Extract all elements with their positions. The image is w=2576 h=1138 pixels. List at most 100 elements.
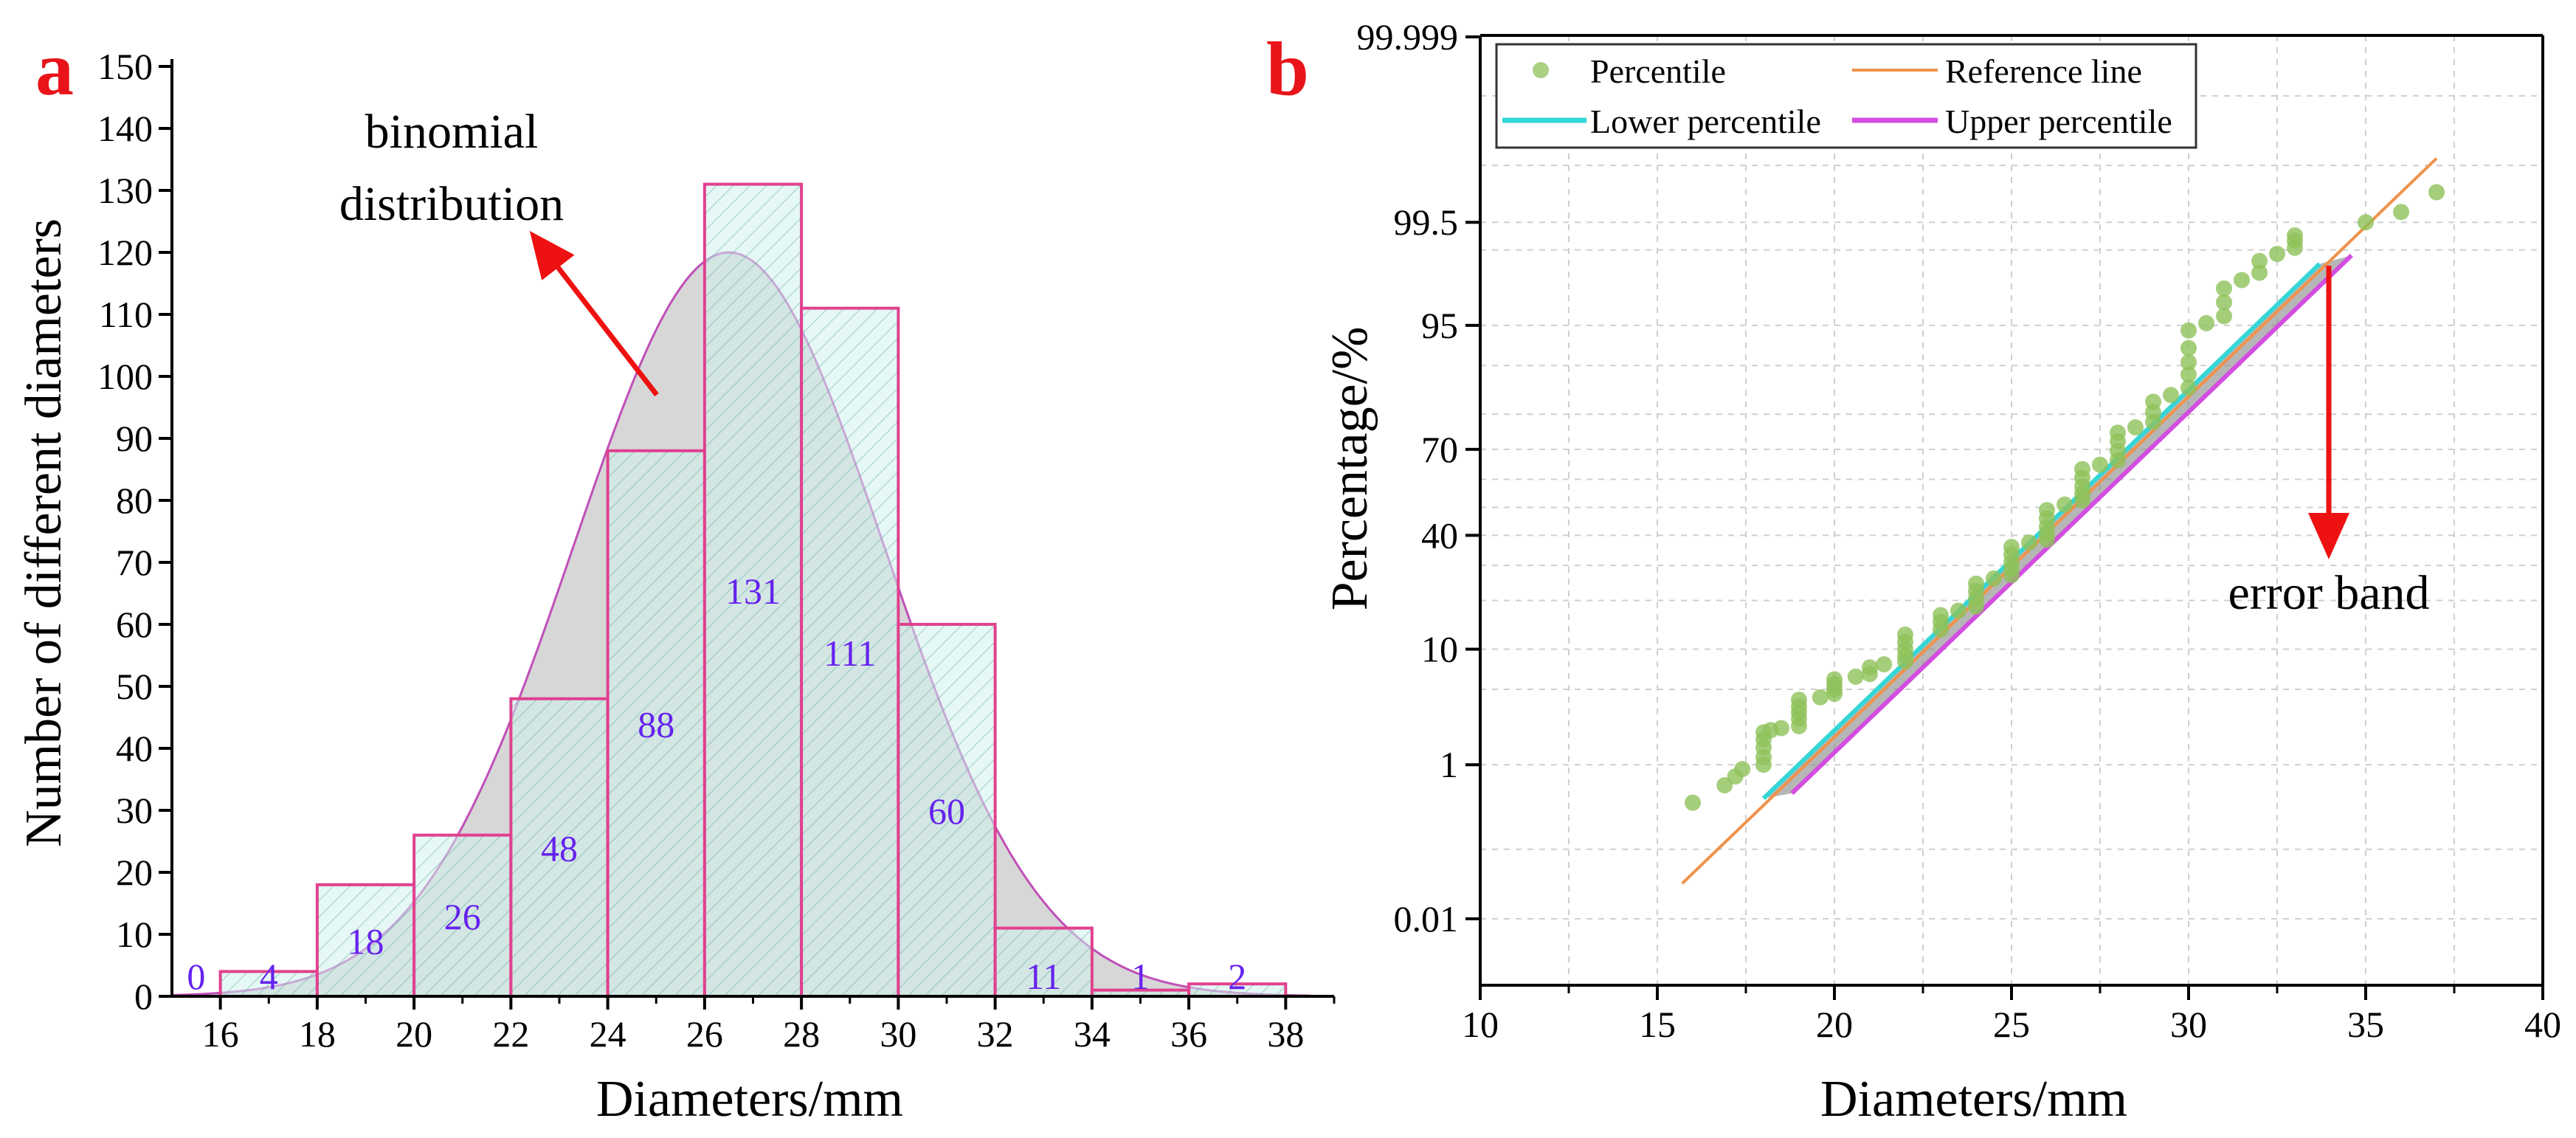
- percentile-point: [2180, 379, 2197, 396]
- panel-a-x-tick-label: 30: [880, 1013, 916, 1055]
- panel-a-y-tick-label: 120: [97, 232, 153, 273]
- percentile-point: [2393, 204, 2409, 221]
- panel-a-label: a: [35, 27, 74, 111]
- legend-lower-percentile-label: Lower percentile: [1590, 103, 1821, 140]
- panel-b-grid: [1480, 35, 2543, 985]
- histogram-bar: [800, 306, 900, 999]
- panel-b-x-axis-title: Diameters/mm: [1820, 1071, 2127, 1128]
- percentile-point: [1812, 689, 1829, 706]
- histogram-value-label: 0: [187, 956, 205, 997]
- binomial-annotation-line1: binomial: [365, 105, 539, 159]
- panel-a-x-ticks: 16 18 20 22 24 26 28 30 32 34 36 38: [202, 996, 1336, 1055]
- histogram-value-label: 48: [541, 827, 578, 869]
- panel-a-x-tick-label: 22: [492, 1013, 529, 1055]
- percentile-point: [2251, 264, 2268, 281]
- percentile-point: [1734, 761, 1751, 778]
- panel-a-x-tick-label: 32: [977, 1013, 1014, 1055]
- percentile-point: [1862, 659, 1878, 676]
- panel-a-y-tick-label: 130: [97, 170, 153, 211]
- percentile-point: [2216, 294, 2232, 311]
- panel-b-y-tick-label: 95: [1421, 305, 1458, 346]
- panel-a-y-tick-label: 110: [99, 294, 153, 335]
- percentile-point: [2074, 461, 2090, 477]
- panel-a-y-tick-label: 30: [116, 790, 153, 831]
- histogram-bar: [993, 926, 1094, 998]
- panel-b-y-tick-label: 1: [1440, 744, 1458, 785]
- percentile-point: [2039, 502, 2055, 519]
- percentile-point: [1826, 671, 1843, 688]
- percentile-point: [2269, 246, 2285, 263]
- percentile-point: [1933, 607, 1949, 624]
- histogram-value-label: 18: [348, 920, 384, 962]
- percentile-point: [1986, 570, 2002, 587]
- binomial-annotation-arrow: [529, 230, 659, 397]
- panel-a-y-tick-label: 10: [116, 914, 153, 955]
- percentile-point: [2428, 184, 2445, 201]
- percentile-point: [1685, 794, 1701, 811]
- panel-a-y-tick-label: 140: [97, 108, 153, 149]
- histogram-value-label: 4: [260, 956, 278, 997]
- panel-b-x-tick-label: 15: [1639, 1004, 1676, 1045]
- percentile-point: [2198, 314, 2214, 331]
- percentile-point: [2358, 214, 2374, 231]
- panel-b-y-tick-label: 70: [1421, 429, 1458, 470]
- panel-b-y-tick-label: 0.01: [1394, 898, 1459, 939]
- reference-line: [1681, 157, 2438, 885]
- error-band-annotation: error band: [2228, 566, 2429, 620]
- percentile-point: [1847, 668, 1864, 685]
- percentile-point: [1876, 656, 1893, 673]
- error-band-area: [1764, 255, 2352, 799]
- percentile-point: [1950, 602, 1966, 619]
- histogram-value-label: 2: [1228, 956, 1246, 997]
- legend-reference-line-label: Reference line: [1945, 52, 2142, 90]
- histogram-value-label: 60: [928, 790, 965, 832]
- percentile-point: [2287, 227, 2303, 244]
- panel-a-x-tick-label: 20: [396, 1013, 432, 1055]
- panel-a-y-tick-label: 50: [116, 666, 153, 707]
- percentile-point: [2216, 280, 2232, 297]
- panel-b-lines: [1681, 157, 2438, 885]
- panel-b-y-tick-label: 99.999: [1357, 16, 1459, 58]
- panel-a: a 16 18 20 22 24 26 28 30 32 34 36 38 0102030405060…: [15, 27, 1336, 1128]
- panel-a-x-tick-label: 28: [783, 1013, 820, 1055]
- panel-b-y-tick-label: 40: [1421, 514, 1458, 556]
- histogram-value-label: 11: [1026, 956, 1061, 997]
- percentile-point: [2057, 496, 2073, 513]
- histogram-bar: [315, 883, 416, 999]
- percentile-point: [2003, 539, 2020, 556]
- panel-b-x-tick-label: 35: [2347, 1004, 2384, 1045]
- percentile-point: [2251, 252, 2268, 269]
- panel-a-x-tick-label: 26: [686, 1013, 723, 1055]
- panel-a-y-tick-label: 90: [116, 418, 153, 459]
- histogram-bar: [897, 623, 997, 998]
- histogram-value-label: 111: [823, 632, 876, 674]
- histogram-value-label: 88: [638, 703, 674, 745]
- legend-percentile-label: Percentile: [1590, 52, 1726, 90]
- percentile-point: [2180, 354, 2197, 370]
- percentile-point: [1968, 575, 1984, 592]
- legend-upper-percentile-label: Upper percentile: [1945, 103, 2172, 140]
- panel-b-y-ticks: 0.01 1 10 40 70 95 99.5 99.999: [1357, 16, 1480, 939]
- panel-a-x-tick-label: 18: [299, 1013, 336, 1055]
- panel-a-x-tick-label: 16: [202, 1013, 239, 1055]
- panel-b-label: b: [1266, 27, 1309, 111]
- percentile-point: [2234, 272, 2250, 289]
- percentile-point: [2127, 419, 2144, 436]
- panel-b-x-ticks: 10 15 20 25 30 35 40: [1462, 985, 2561, 1045]
- percentile-point: [2145, 393, 2161, 410]
- percentile-point: [2180, 366, 2197, 383]
- panel-b-x-tick-label: 30: [2170, 1004, 2207, 1045]
- percentile-point: [1897, 626, 1913, 643]
- error-band-fill: [1764, 255, 2352, 799]
- panel-b-y-tick-label: 99.5: [1394, 201, 1459, 243]
- histogram-value-label: 1: [1131, 956, 1150, 997]
- panel-a-x-axis-title: Diameters/mm: [596, 1071, 903, 1128]
- histogram-value-label: 26: [444, 896, 481, 937]
- binomial-annotation-line2: distribution: [339, 177, 564, 231]
- panel-a-y-tick-label: 70: [116, 542, 153, 583]
- percentile-point: [2163, 387, 2179, 404]
- percentile-point: [2216, 308, 2232, 325]
- panel-a-x-tick-label: 34: [1074, 1013, 1111, 1055]
